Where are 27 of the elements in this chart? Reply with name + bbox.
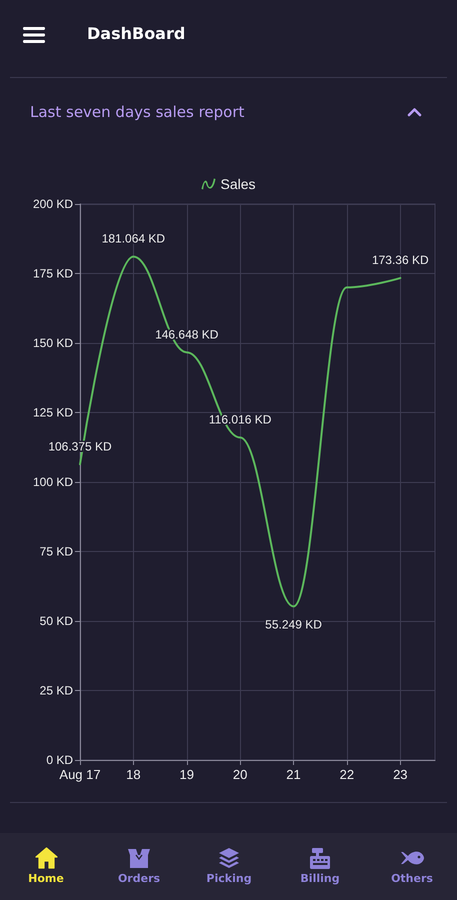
x-tick-label: 19 bbox=[180, 767, 194, 782]
x-tick-label: Aug 17 bbox=[59, 767, 101, 782]
x-tick-label: 22 bbox=[340, 767, 354, 782]
text: DashBoard bbox=[87, 24, 186, 44]
y-tick-label: 50 KD bbox=[40, 614, 74, 628]
data-label: 55.249 KD bbox=[265, 617, 322, 632]
text: Home bbox=[28, 872, 64, 886]
text: Picking bbox=[206, 872, 252, 886]
text: Others bbox=[391, 872, 433, 886]
x-tick-label: 18 bbox=[126, 767, 141, 782]
legend-label: Sales bbox=[220, 176, 256, 192]
y-tick-label: 200 KD bbox=[32, 197, 74, 211]
y-tick-label: 150 KD bbox=[32, 336, 74, 350]
data-label: 173.36 KD bbox=[372, 253, 429, 268]
text: Orders bbox=[118, 872, 160, 886]
text: Billing bbox=[300, 872, 340, 886]
y-tick-label: 75 KD bbox=[40, 544, 74, 558]
x-tick-label: 20 bbox=[232, 767, 248, 782]
x-tick-label: 21 bbox=[286, 767, 301, 782]
y-tick-label: 175 KD bbox=[32, 266, 74, 280]
y-tick-label: 125 KD bbox=[32, 406, 74, 420]
data-label: 181.064 KD bbox=[102, 232, 166, 246]
y-tick-label: 25 KD bbox=[40, 684, 74, 698]
x-tick-label: 23 bbox=[393, 767, 408, 782]
y-tick-label: 0 KD bbox=[46, 753, 74, 767]
chart-title: Last seven days sales report bbox=[30, 102, 244, 122]
y-tick-label: 100 KD bbox=[32, 475, 74, 489]
